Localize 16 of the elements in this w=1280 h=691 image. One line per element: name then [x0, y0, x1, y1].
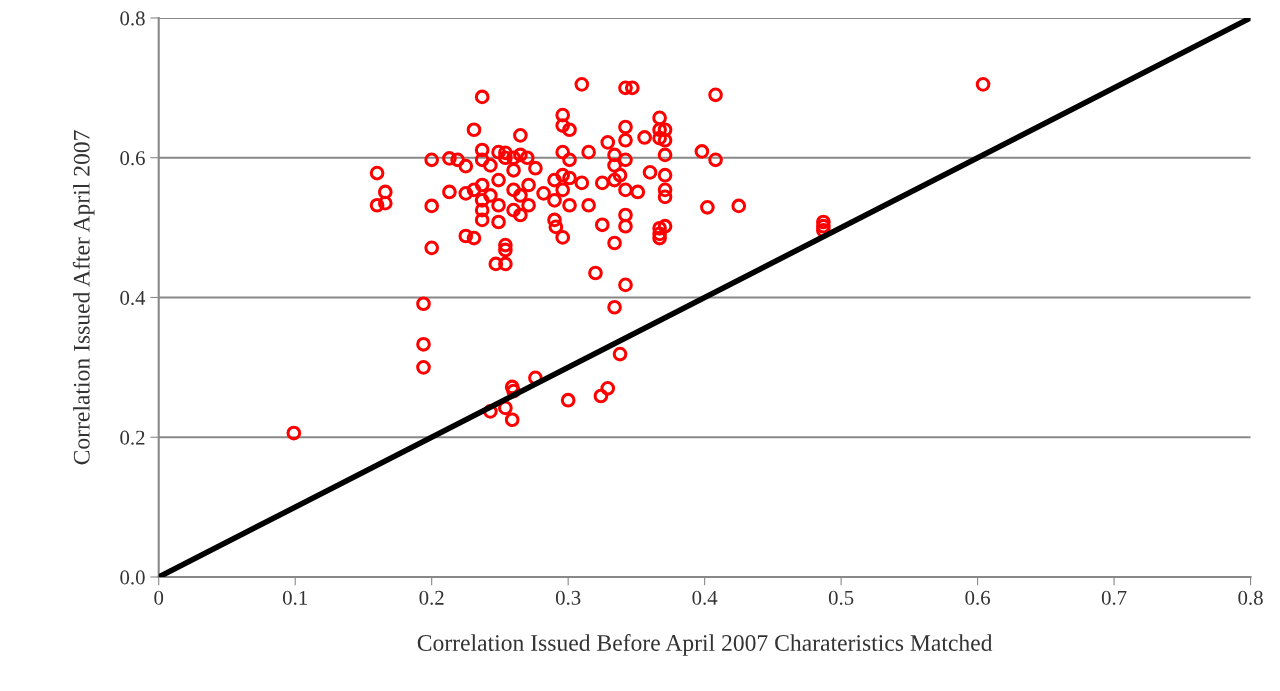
x-tick-label: 0.6 — [965, 590, 990, 605]
x-tick-label: 0.2 — [419, 590, 444, 605]
x-tick-label: 0 — [154, 590, 164, 605]
x-tick-label: 0.1 — [282, 590, 307, 605]
x-tick-label: 0.3 — [555, 590, 581, 605]
x-axis-title: Correlation Issued Before April 2007 Charateristics Matched — [417, 634, 993, 656]
y-tick-label: 0.8 — [120, 11, 145, 26]
x-tick-label: 0.7 — [1101, 590, 1127, 605]
y-axis-title: Correlation Issued After April 2007 — [72, 130, 95, 465]
y-tick-label: 0.6 — [120, 151, 145, 166]
x-tick-label: 0.8 — [1238, 590, 1263, 605]
x-tick-label: 0.4 — [692, 590, 718, 605]
y-tick-label: 0.4 — [120, 290, 146, 305]
y-tick-label: 0.2 — [120, 430, 145, 445]
x-tick-label: 0.5 — [828, 590, 854, 605]
y-tick-label: 0.0 — [120, 570, 145, 585]
